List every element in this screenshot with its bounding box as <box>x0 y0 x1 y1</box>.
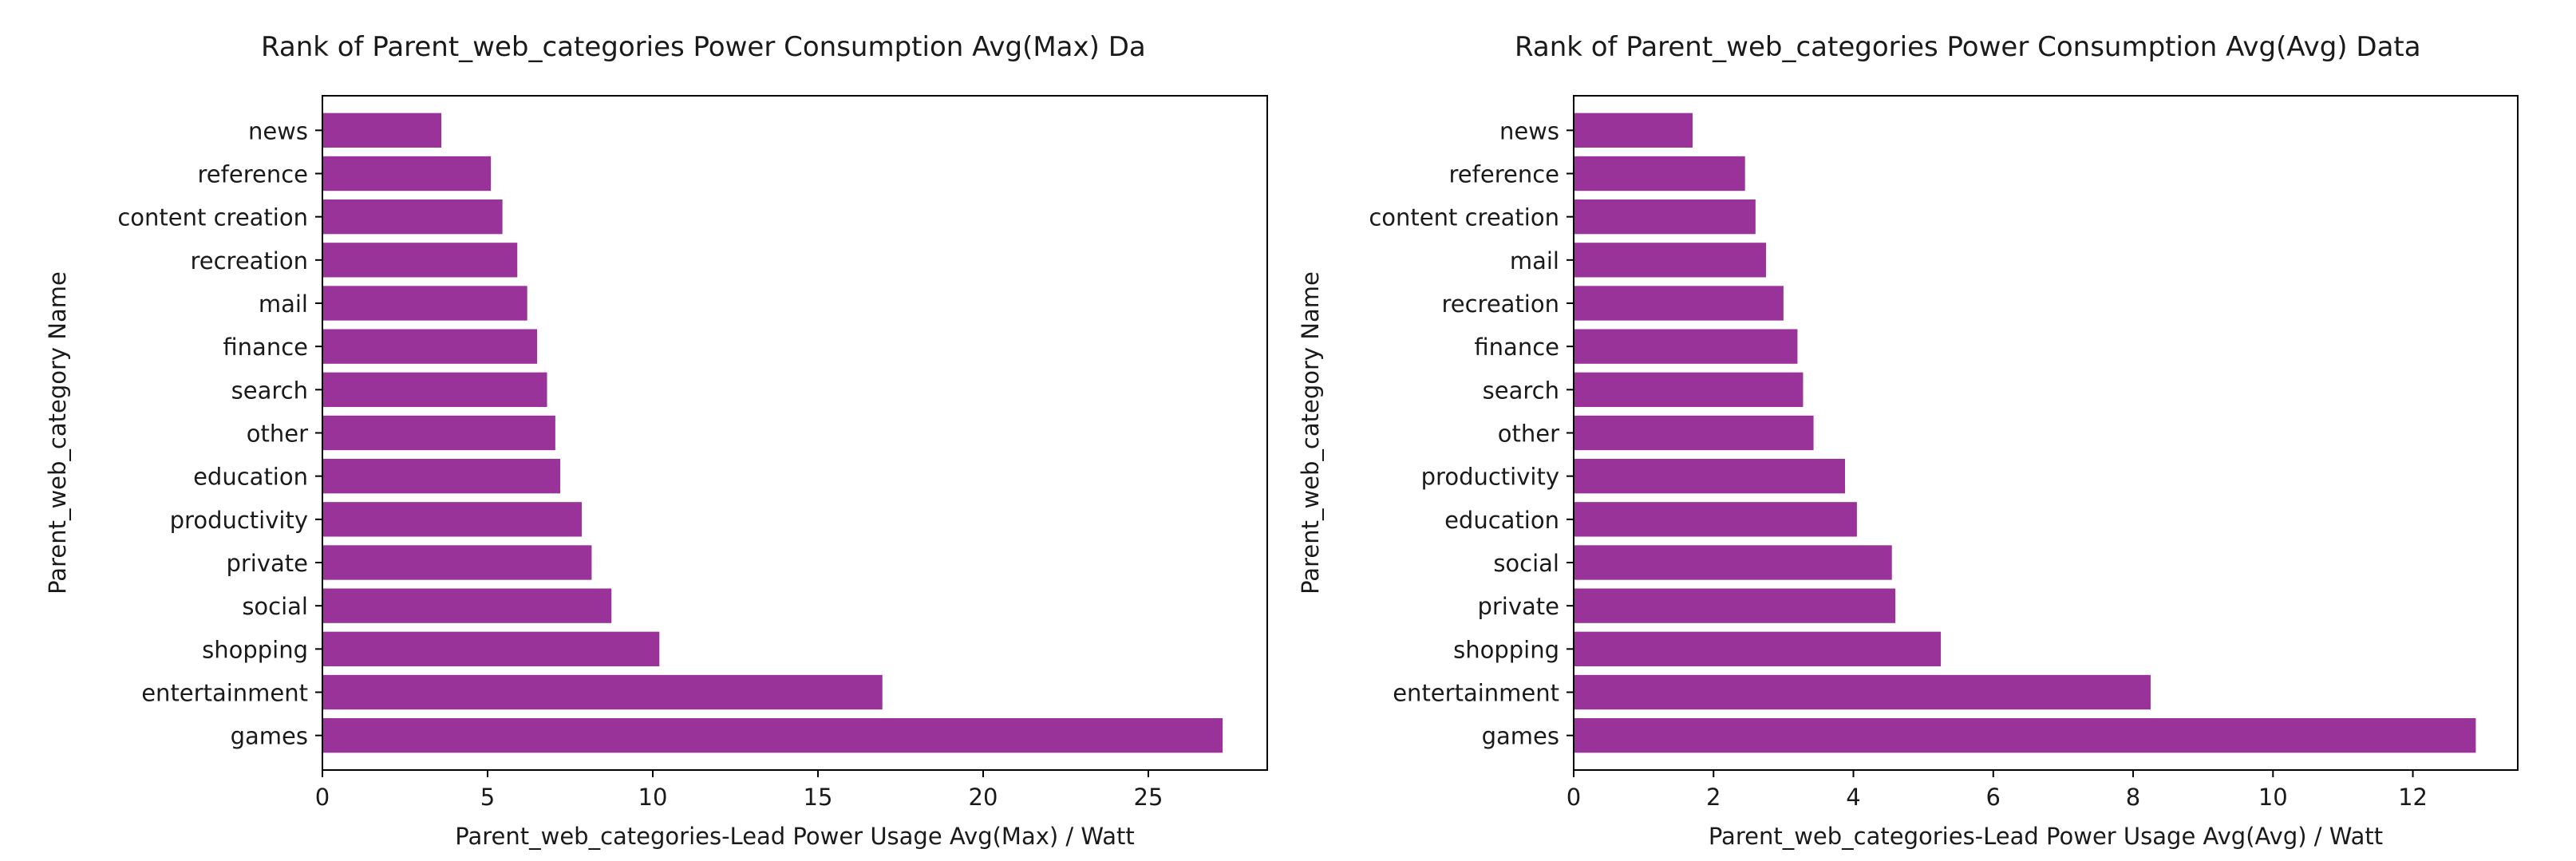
y-tick-label: mail <box>259 290 308 318</box>
y-tick-label: search <box>1483 377 1559 404</box>
y-tick-label: finance <box>223 334 308 361</box>
y-tick-label: social <box>242 593 308 620</box>
y-tick-label: reference <box>1449 161 1559 188</box>
y-tick-label: private <box>1477 593 1559 620</box>
y-tick-label: finance <box>1474 334 1559 361</box>
bar-content-creation <box>1574 199 1756 235</box>
bar-other <box>1574 415 1814 451</box>
y-tick-label: other <box>247 421 308 448</box>
bar-news <box>322 113 442 148</box>
bar-mail <box>322 286 527 321</box>
bar-reference <box>322 156 492 192</box>
bar-search <box>322 372 547 407</box>
y-tick-label: content creation <box>117 204 308 231</box>
bar-finance <box>1574 329 1798 364</box>
bar-news <box>1574 113 1693 148</box>
y-tick-label: content creation <box>1369 204 1559 231</box>
bar-shopping <box>322 631 660 666</box>
x-tick-label: 25 <box>1134 784 1164 811</box>
chart-avg: Rank of Parent_web_categories Power Cons… <box>1297 31 2519 850</box>
bar-games <box>322 718 1223 753</box>
y-tick-label: social <box>1493 550 1559 577</box>
x-tick-label: 10 <box>2258 784 2288 811</box>
chart-title: Rank of Parent_web_categories Power Cons… <box>1515 31 2421 63</box>
bar-private <box>322 545 592 580</box>
bar-entertainment <box>322 674 883 710</box>
y-tick-label: private <box>226 550 308 577</box>
bar-private <box>1574 588 1896 623</box>
y-tick-label: mail <box>1510 247 1559 274</box>
x-axis-label: Parent_web_categories-Lead Power Usage A… <box>1709 823 2383 850</box>
y-axis-label: Parent_web_category Name <box>44 271 71 594</box>
bar-entertainment <box>1574 674 2151 710</box>
y-tick-label: games <box>231 723 308 750</box>
bar-education <box>322 459 561 494</box>
y-tick-label: education <box>1444 507 1559 534</box>
x-tick-label: 4 <box>1846 784 1860 811</box>
x-tick-label: 20 <box>969 784 998 811</box>
x-tick-label: 8 <box>2126 784 2140 811</box>
bar-content-creation <box>322 199 503 235</box>
x-tick-label: 5 <box>480 784 495 811</box>
x-tick-label: 12 <box>2398 784 2428 811</box>
y-tick-label: entertainment <box>1393 680 1559 707</box>
bar-mail <box>1574 243 1766 278</box>
x-axis-label: Parent_web_categories-Lead Power Usage A… <box>455 823 1134 850</box>
y-tick-label: shopping <box>202 636 308 663</box>
y-tick-label: productivity <box>170 507 308 534</box>
x-tick-label: 2 <box>1706 784 1721 811</box>
x-tick-label: 15 <box>804 784 833 811</box>
y-tick-label: reference <box>198 161 308 188</box>
y-tick-label: search <box>231 377 308 404</box>
bar-productivity <box>322 502 582 537</box>
bar-recreation <box>1574 286 1784 321</box>
y-tick-label: other <box>1498 421 1559 448</box>
bar-social <box>322 588 612 623</box>
y-tick-label: recreation <box>190 247 308 274</box>
y-tick-label: news <box>1499 117 1559 144</box>
bar-shopping <box>1574 631 1942 666</box>
y-tick-label: entertainment <box>141 680 308 707</box>
y-tick-label: shopping <box>1453 636 1559 663</box>
bar-recreation <box>322 243 518 278</box>
y-tick-label: recreation <box>1441 290 1559 318</box>
bar-finance <box>322 329 538 364</box>
y-tick-label: games <box>1482 723 1559 750</box>
bar-education <box>1574 502 1857 537</box>
y-tick-label: productivity <box>1421 464 1559 491</box>
x-tick-label: 10 <box>638 784 668 811</box>
bar-reference <box>1574 156 1745 192</box>
x-tick-label: 6 <box>1986 784 2001 811</box>
x-tick-label: 0 <box>1567 784 1581 811</box>
bar-games <box>1574 718 2476 753</box>
bar-search <box>1574 372 1804 407</box>
y-axis-label: Parent_web_category Name <box>1297 271 1324 594</box>
bar-productivity <box>1574 459 1846 494</box>
chart-title: Rank of Parent_web_categories Power Cons… <box>261 31 1146 63</box>
y-tick-label: news <box>248 117 308 144</box>
bar-other <box>322 415 555 451</box>
bar-social <box>1574 545 1892 580</box>
y-tick-label: education <box>193 464 308 491</box>
chart-max: Rank of Parent_web_categories Power Cons… <box>44 31 1268 850</box>
x-tick-label: 0 <box>315 784 330 811</box>
